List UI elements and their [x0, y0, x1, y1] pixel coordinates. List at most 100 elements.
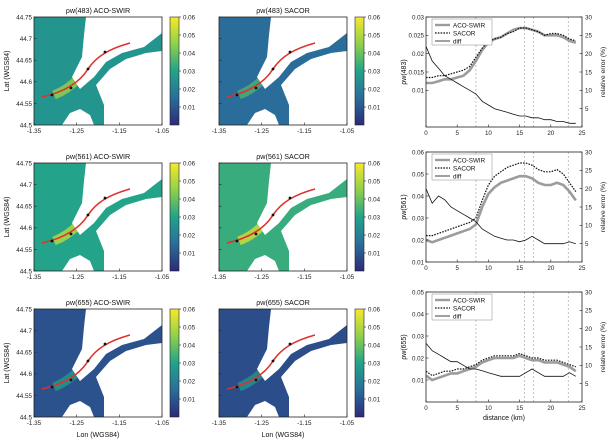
legend-label: ACO-SWIR [453, 297, 486, 304]
map-aco-row3-ytick-label: 44.75 [16, 306, 32, 313]
xtick-label: 5 [455, 130, 459, 137]
ytick-label: 0.015 [409, 69, 425, 76]
map-sacor-row1-land-north [257, 17, 347, 89]
map-sacor-row2-land-north [257, 163, 347, 235]
ytick-label: 0.02 [412, 237, 425, 244]
map-aco-row1-land-south [96, 51, 162, 125]
map-aco-row2: ρw(561) ACO-SWIR 44.75 44.7 44.65 44.6 44.55 4… [16, 152, 169, 281]
chart-ylabel: ρw(483) [401, 59, 408, 84]
map-aco-row3-land-north [72, 309, 162, 381]
map-aco-row1-ytick-label: 44.55 [16, 101, 32, 108]
map-aco-row3-title: ρw(655) ACO-SWIR [66, 298, 130, 307]
map-xlabel-right: Lon (WGS84) [262, 432, 305, 439]
series-sacor [425, 352, 576, 377]
map-sacor-row1-station-marker [288, 50, 292, 54]
map-sacor-row2-xtick-label: -1.35 [212, 274, 227, 281]
colorbar-sacor-row3-tick-label: 0.04 [368, 342, 381, 349]
xtick-label: 10 [485, 265, 492, 272]
y2tick-label: 30 [585, 14, 592, 21]
chart-y2label: relative error (%) [600, 182, 607, 233]
map-sacor-row1-title: ρw(483) SACOR [256, 6, 310, 15]
colorbar-aco-row1-tick-label: 0.03 [183, 68, 196, 75]
legend-label: diff [453, 173, 462, 180]
colorbar-aco-row1: 0.06 0.05 0.04 0.03 0.02 0.01 [169, 14, 196, 126]
legend-label: ACO-SWIR [453, 157, 486, 164]
map-sacor-row3-station-marker [288, 342, 292, 346]
colorbar-sacor-row2-tick-label: 0.04 [368, 196, 381, 203]
map-sacor-row2-xtick-label: -1.05 [340, 274, 355, 281]
map-sacor-row1-station-marker [271, 67, 275, 71]
y2tick-label: 30 [585, 149, 592, 156]
map-sacor-row3-title: ρw(655) SACOR [256, 298, 310, 307]
colorbar-sacor-row3-tick-label: 0.02 [368, 378, 381, 385]
ytick-label: 0.03 [412, 333, 425, 340]
map-sacor-row1-station-marker [235, 93, 239, 97]
map-aco-row1-xtick-label: -1.25 [69, 128, 84, 135]
y2tick-label: 20 [585, 51, 592, 58]
map-aco-row1-xtick-label: -1.05 [155, 128, 170, 135]
map-aco-row1: ρw(483) ACO-SWIR 44.75 44.7 44.65 44.6 44.55 4… [16, 6, 169, 135]
map-sacor-row2-xtick-label: -1.15 [297, 274, 312, 281]
ytick-label: 0.06 [412, 149, 425, 156]
chart-xlabel: distance (km) [483, 415, 525, 422]
map-sacor-row2-xtick-label: -1.25 [254, 274, 269, 281]
series-diff [425, 343, 576, 377]
map-aco-row1-land-north [72, 17, 162, 89]
map-sacor-row2-station-marker [288, 196, 292, 200]
legend-label: SACOR [453, 305, 476, 312]
xtick-label: 5 [455, 405, 459, 412]
colorbar-sacor-row2-tick-label: 0.01 [368, 250, 381, 257]
map-aco-row2-ytick-label: 44.65 [16, 204, 32, 211]
ytick-label: 0.02 [412, 51, 425, 58]
y2tick-label: 25 [585, 308, 592, 315]
colorbar-aco-row1-tick-label: 0.05 [183, 32, 196, 39]
map-aco-row2-station-marker [50, 239, 54, 243]
map-aco-row3-ytick-label: 44.7 [20, 328, 33, 335]
colorbar-sacor-row1-tick-label: 0.04 [368, 50, 381, 57]
colorbar-sacor-row3-tick-label: 0.01 [368, 396, 381, 403]
map-aco-row2-xtick-label: -1.15 [112, 274, 127, 281]
map-aco-row1-station-marker [50, 93, 54, 97]
map-aco-row3-ytick-label: 44.55 [16, 393, 32, 400]
map-aco-row3-ytick-label: 44.6 [20, 371, 33, 378]
map-aco-row2-ytick-label: 44.75 [16, 160, 32, 167]
colorbar-aco-row3-bar [169, 308, 180, 418]
chart-ylabel: ρw(561) [401, 194, 408, 219]
colorbar-sacor-row3-tick-label: 0.05 [368, 324, 381, 331]
y2tick-label: 10 [585, 223, 592, 230]
y2tick-label: 5 [585, 241, 589, 248]
colorbar-sacor-row1-tick-label: 0.03 [368, 68, 381, 75]
colorbar-sacor-row3-tick-label: 0.06 [368, 306, 381, 313]
y2tick-label: 25 [585, 33, 592, 40]
profile-chart-1: 0.03 0.025 0.02 0.015 0.01 30 25 20 15 10 5 0 5 10 15 2… [401, 14, 607, 137]
map-sacor-row2: ρw(561) SACOR -1.35 -1.25 -1.15 -1.05 [212, 152, 355, 281]
colorbar-aco-row1-tick-label: 0.04 [183, 50, 196, 57]
series-aco-swir [425, 354, 577, 382]
colorbar-sacor-row3-tick-label: 0.03 [368, 360, 381, 367]
colorbar-sacor-row1-tick-label: 0.02 [368, 86, 381, 93]
map-sacor-row3-xtick-label: -1.05 [340, 420, 355, 427]
y2tick-label: 10 [585, 363, 592, 370]
map-ylabel-row1: Lat (WGS84) [4, 51, 11, 92]
colorbar-aco-row3-tick-label: 0.04 [183, 342, 196, 349]
map-aco-row1-frame [33, 16, 163, 126]
map-sacor-row1-land-south [281, 51, 347, 125]
xtick-label: 5 [455, 265, 459, 272]
map-aco-row1-ytick-label: 44.6 [20, 79, 33, 86]
map-aco-row2-frame [33, 162, 163, 272]
map-aco-row1-sandbank [62, 109, 94, 125]
map-sacor-row3-station-marker [235, 385, 239, 389]
map-sacor-row3-xtick-label: -1.35 [212, 420, 227, 427]
legend-label: SACOR [453, 30, 476, 37]
series-sacor [426, 27, 576, 79]
colorbar-sacor-row1-tick-label: 0.06 [368, 14, 381, 21]
map-sacor-row2-station-marker [271, 213, 275, 217]
xtick-label: 25 [579, 405, 586, 412]
map-aco-row3-xtick-label: -1.05 [155, 420, 170, 427]
map-sacor-row2-sandbank [247, 255, 279, 271]
ytick-label: 0.04 [412, 193, 425, 200]
map-aco-row2-sandbank [62, 255, 94, 271]
map-aco-row1-title: ρw(483) ACO-SWIR [66, 6, 130, 15]
map-aco-row3-xtick-label: -1.15 [112, 420, 127, 427]
